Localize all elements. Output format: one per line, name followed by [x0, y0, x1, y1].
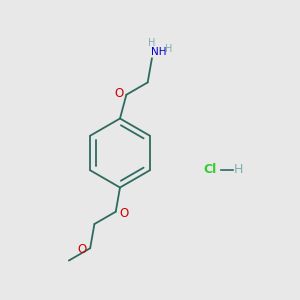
Text: H: H [234, 163, 243, 176]
Text: NH: NH [151, 46, 166, 57]
Text: H: H [165, 44, 172, 54]
Text: Cl: Cl [203, 163, 217, 176]
Text: O: O [114, 87, 124, 100]
Text: O: O [119, 207, 128, 220]
Text: O: O [78, 243, 87, 256]
Text: H: H [148, 38, 156, 48]
